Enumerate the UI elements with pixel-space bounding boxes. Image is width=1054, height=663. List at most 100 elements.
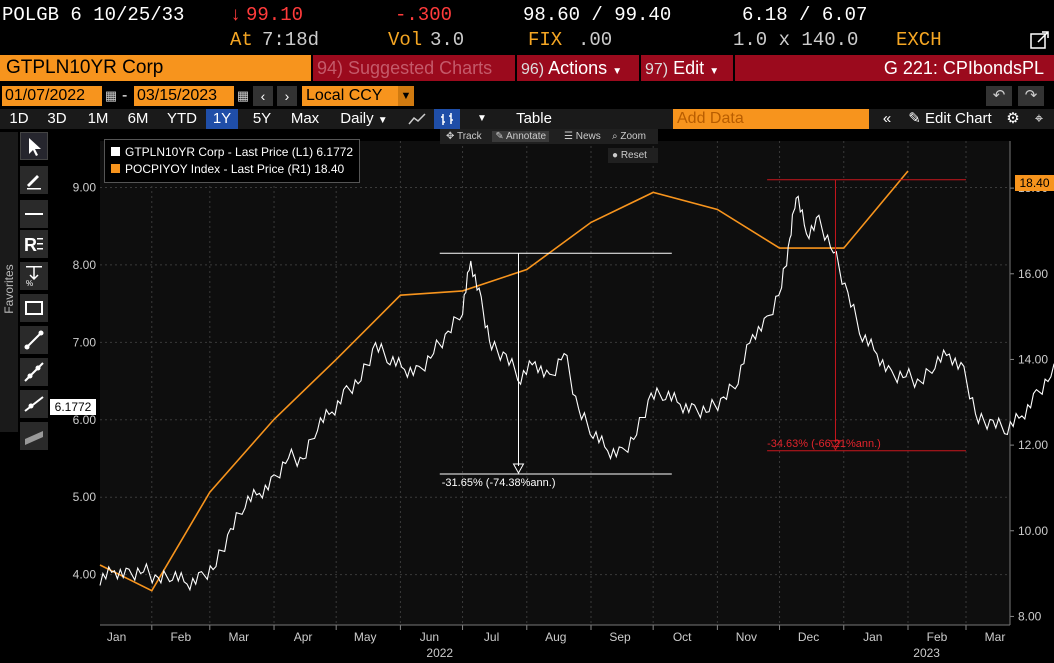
- dropdown-arrow-icon: ▼: [612, 66, 623, 77]
- zoom-button[interactable]: ⌕ Zoom: [608, 129, 658, 144]
- range-ytd[interactable]: YTD: [167, 110, 197, 127]
- edit-chart-label: Edit Chart: [925, 110, 992, 127]
- pen-icon: [27, 175, 41, 190]
- extended-line-tool[interactable]: [20, 390, 48, 418]
- ticker[interactable]: POLGB 6 10/25/33: [2, 4, 185, 26]
- undo-icon[interactable]: ↶: [986, 86, 1012, 106]
- frequency-value: Daily: [340, 110, 374, 127]
- track-button[interactable]: ✥ Track: [446, 131, 482, 142]
- svg-text:R: R: [24, 235, 37, 255]
- left-tick-label: 6.00: [73, 413, 97, 427]
- ray-icon: [24, 362, 44, 382]
- pen-tool[interactable]: [20, 166, 48, 194]
- range-5y[interactable]: 5Y: [252, 110, 272, 127]
- rectangle-icon: [25, 301, 43, 315]
- channel-tool[interactable]: [20, 422, 48, 450]
- suggested-num: 94): [317, 58, 344, 78]
- zoom-label: Zoom: [620, 131, 646, 142]
- ray-tool[interactable]: [20, 358, 48, 386]
- right-tick-label: 14.00: [1018, 352, 1048, 366]
- cursor-tool[interactable]: [20, 132, 48, 160]
- end-date-field[interactable]: 03/15/2023: [134, 86, 234, 106]
- track-label: Track: [456, 131, 482, 142]
- rectangle-tool[interactable]: [20, 294, 48, 322]
- annotate-label: Annotate: [506, 131, 547, 142]
- text-icon: R: [24, 235, 43, 255]
- table-button[interactable]: Table: [516, 110, 552, 127]
- range-6m[interactable]: 6M: [127, 110, 149, 127]
- popout-icon[interactable]: [1030, 30, 1050, 50]
- left-tick-label: 5.00: [73, 490, 97, 504]
- trendline-tool[interactable]: [20, 326, 48, 354]
- annotation-arrow: [829, 440, 842, 451]
- next-period-button[interactable]: ›: [277, 86, 297, 106]
- redo-icon[interactable]: ↷: [1018, 86, 1044, 106]
- text-tool[interactable]: R: [20, 230, 48, 258]
- trendline-icon: [24, 330, 44, 350]
- calendar-icon[interactable]: ▦: [236, 88, 250, 103]
- crosshair-icon[interactable]: ⌖: [1034, 110, 1044, 127]
- reset-label: Reset: [620, 150, 647, 161]
- month-label: Mar: [985, 630, 1006, 644]
- news-button[interactable]: ☰ News: [560, 129, 610, 144]
- range-1d[interactable]: 1D: [9, 110, 29, 127]
- edit-chart-button[interactable]: ✎ Edit Chart: [902, 109, 998, 129]
- legend-label: POCPIYOY Index - Last Price (R1): [125, 162, 311, 176]
- favorites-label: Favorites: [2, 264, 16, 314]
- start-date-field[interactable]: 01/07/2022: [2, 86, 102, 106]
- channel-icon: [25, 431, 43, 445]
- month-label: Aug: [545, 630, 566, 644]
- currency-select[interactable]: Local CCY ▼: [302, 86, 414, 106]
- security-field[interactable]: GTPLN10YR Corp: [0, 55, 311, 81]
- right-tick-label: 16.00: [1018, 267, 1048, 281]
- series-line-cpi: [99, 170, 909, 592]
- actions-num: 96): [521, 61, 545, 78]
- annotation-label: -31.65% (-74.38%ann.): [442, 477, 556, 489]
- left-tick-label: 9.00: [73, 180, 97, 194]
- edit-menu[interactable]: 97) Edit ▼: [641, 55, 731, 81]
- favorites-tab[interactable]: Favorites: [0, 132, 18, 432]
- chart-name: G 221: CPIbondsPL: [883, 58, 1044, 78]
- right-tick-label: 8.00: [1018, 609, 1042, 623]
- year-label: 2022: [426, 646, 453, 660]
- frequency-select[interactable]: Daily ▼: [332, 109, 396, 129]
- actions-menu[interactable]: 96) Actions ▼: [517, 55, 637, 81]
- range-toolbar: 1D 3D 1M 6M YTD 1Y 5Y Max Daily ▼ ▼ Tabl…: [0, 109, 1054, 129]
- percent-tool[interactable]: %: [20, 262, 48, 290]
- cursor-icon: [29, 138, 41, 156]
- collapse-icon[interactable]: «: [882, 110, 892, 127]
- news-label: News: [575, 131, 601, 142]
- range-1y[interactable]: 1Y: [206, 109, 238, 129]
- prev-period-button[interactable]: ‹: [253, 86, 273, 106]
- price-change: -.300: [395, 4, 453, 26]
- calendar-icon[interactable]: ▦: [104, 88, 118, 103]
- add-data-field[interactable]: Add Data: [673, 109, 869, 129]
- range-max[interactable]: Max: [290, 110, 320, 127]
- line-chart-icon[interactable]: [404, 109, 430, 129]
- vol-label: Vol: [388, 29, 423, 51]
- range-3d[interactable]: 3D: [47, 110, 67, 127]
- edit-label: Edit: [673, 58, 705, 78]
- size: 1.0 x 140.0: [733, 29, 859, 51]
- reset-button[interactable]: ● Reset: [608, 148, 658, 163]
- legend-label: GTPLN10YR Corp - Last Price (L1): [125, 145, 314, 159]
- gear-icon[interactable]: ⚙: [1006, 110, 1020, 127]
- month-label: Dec: [798, 630, 819, 644]
- month-label: Jun: [420, 630, 439, 644]
- annotate-button[interactable]: ✎ Annotate: [492, 131, 550, 142]
- bar-chart-icon[interactable]: [434, 109, 460, 129]
- annotation-arrow: [512, 463, 525, 475]
- chart-type-dropdown[interactable]: ▼: [470, 109, 494, 129]
- title-divider: [639, 55, 641, 81]
- actions-label: Actions: [548, 58, 608, 78]
- legend-item[interactable]: POCPIYOY Index - Last Price (R1) 18.40: [111, 161, 353, 178]
- month-label: Jul: [484, 630, 499, 644]
- legend-item[interactable]: GTPLN10YR Corp - Last Price (L1) 6.1772: [111, 144, 353, 161]
- yields: 6.18 / 6.07: [742, 4, 868, 26]
- price-chart[interactable]: 4.00 5.00 6.00 7.00 8.00 9.00 8.00 10.00 12.00 14…: [50, 129, 1054, 663]
- date-dash: -: [122, 87, 128, 104]
- suggested-charts-button[interactable]: 94) Suggested Charts: [313, 55, 513, 81]
- chart-area[interactable]: 4.00 5.00 6.00 7.00 8.00 9.00 8.00 10.00 12.00 14…: [50, 129, 1054, 663]
- range-1m[interactable]: 1M: [87, 110, 109, 127]
- horizontal-line-tool[interactable]: [20, 200, 48, 228]
